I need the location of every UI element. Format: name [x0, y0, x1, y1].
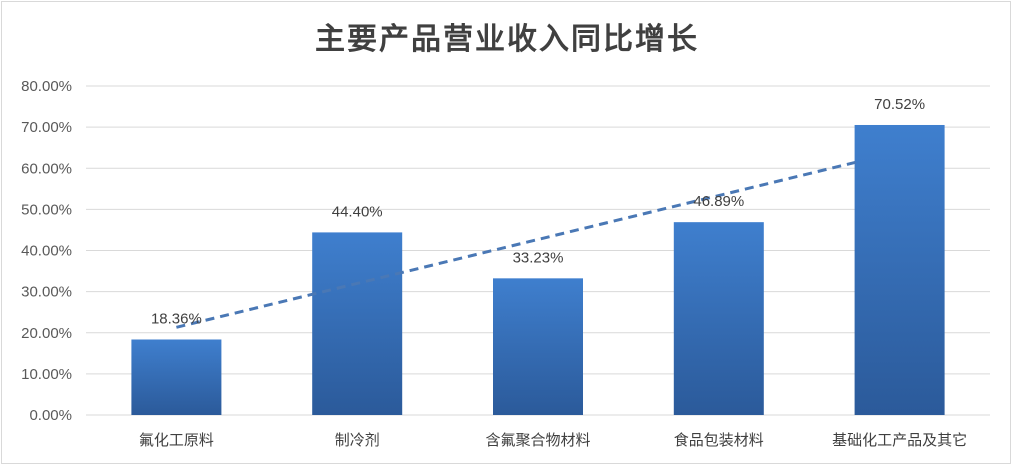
bar — [312, 232, 403, 415]
category-label: 制冷剂 — [335, 431, 380, 449]
bar — [673, 222, 764, 415]
trendline-layer — [176, 159, 860, 329]
y-tick-label: 60.00% — [21, 160, 72, 177]
bar — [131, 339, 222, 415]
category-label: 氟化工原料 — [139, 431, 214, 449]
data-label: 18.36% — [151, 310, 202, 327]
x-axis-categories: 氟化工原料 制冷剂 含氟聚合物材料 食品包装材料 基础化工产品及其它 — [139, 431, 967, 449]
y-tick-label: 0.00% — [29, 407, 72, 424]
y-tick-label: 50.00% — [21, 201, 72, 218]
y-tick-label: 70.00% — [21, 119, 72, 136]
y-tick-label: 40.00% — [21, 243, 72, 260]
category-label: 含氟聚合物材料 — [485, 431, 590, 449]
data-labels: 18.36% 44.40% 33.23% 46.89% 70.52% — [151, 96, 925, 328]
data-label: 46.89% — [693, 193, 744, 210]
bar — [854, 124, 945, 415]
bar — [493, 278, 583, 415]
bars — [131, 124, 945, 415]
data-label: 33.23% — [513, 249, 564, 266]
category-label: 食品包装材料 — [674, 431, 764, 449]
category-label: 基础化工产品及其它 — [832, 431, 967, 449]
data-label: 70.52% — [874, 96, 925, 113]
y-tick-label: 30.00% — [21, 284, 72, 301]
trendline — [176, 159, 860, 329]
y-axis-ticks: 0.00% 10.00% 20.00% 30.00% 40.00% 50.00% 60.00… — [21, 78, 72, 424]
y-tick-label: 10.00% — [21, 366, 72, 383]
chart-title: 主要产品营业收入同比增长 — [315, 22, 699, 57]
data-label: 44.40% — [332, 203, 383, 220]
y-tick-label: 80.00% — [21, 78, 72, 95]
y-tick-label: 20.00% — [21, 325, 72, 342]
